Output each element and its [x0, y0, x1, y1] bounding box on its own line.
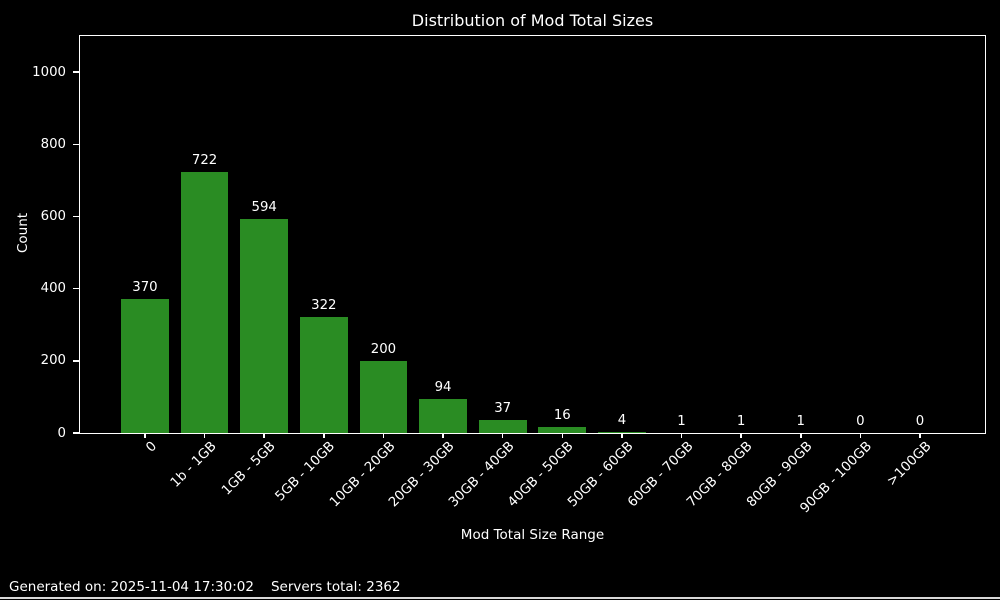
plot-area: 0 200 400 600 800 1000 370 722 594 322 200 94 37 16 4…	[32, 35, 986, 516]
x-tick-label: 1GB - 5GB	[219, 439, 279, 499]
bar	[359, 360, 408, 433]
bar-value-label: 4	[617, 412, 627, 428]
bar	[299, 316, 348, 433]
x-tick-mark	[203, 433, 206, 438]
bar	[598, 431, 646, 433]
y-tick-label: 800	[40, 136, 66, 152]
bars-layer: 370 722 594 322 200 94 37 16 4 1 1 1 0 0	[80, 36, 985, 433]
bar-value-label: 94	[434, 380, 452, 396]
bar-value-label: 370	[132, 280, 158, 296]
bar	[121, 299, 169, 433]
y-tick-label: 200	[40, 353, 66, 369]
bar	[478, 419, 527, 433]
x-tick-mark	[859, 433, 862, 438]
y-axis-ticks: 0 200 400 600 800 1000	[32, 36, 985, 441]
y-tick-mark	[73, 432, 79, 434]
x-tick-mark	[263, 433, 265, 438]
x-tick-mark	[323, 433, 325, 438]
bar	[180, 172, 229, 433]
x-tick-mark	[382, 433, 385, 438]
x-tick-mark	[740, 433, 742, 438]
bar-value-label: 322	[311, 297, 337, 313]
x-tick-mark	[561, 433, 564, 438]
y-tick-label: 400	[40, 281, 66, 297]
bar-value-label: 0	[915, 414, 925, 429]
x-tick-mark	[800, 433, 802, 438]
x-axis-ticks: 0 1b - 1GB 1GB - 5GB 5GB - 10GB 10GB - 20GB 2…	[80, 36, 985, 516]
x-tick-label: 0	[142, 439, 160, 456]
x-tick-mark	[501, 433, 504, 438]
bar	[538, 427, 587, 433]
y-tick-mark	[73, 360, 79, 362]
x-tick-label: 5GB - 10GB	[273, 439, 339, 505]
y-tick-mark	[73, 71, 79, 73]
bar-value-label: 1	[796, 413, 805, 429]
bar	[240, 218, 289, 433]
bar-value-label: 16	[553, 408, 571, 424]
bar	[419, 399, 467, 433]
bar-value-label: 594	[251, 199, 277, 215]
x-tick-mark	[442, 433, 444, 438]
y-tick-mark	[73, 143, 79, 146]
generated-timestamp: Generated on: 2025-11-04 17:30:02	[9, 579, 254, 595]
y-tick-label: 1000	[32, 64, 66, 80]
y-tick-mark	[73, 215, 79, 218]
y-tick-label: 0	[57, 425, 66, 441]
x-tick-label: 1b - 1GB	[167, 439, 220, 491]
bar-value-label: 722	[191, 153, 218, 169]
bar-value-label: 200	[370, 341, 397, 357]
x-tick-mark	[680, 433, 683, 438]
footer: Generated on: 2025-11-04 17:30:02 Servers…	[9, 579, 401, 595]
bar-value-label: 1	[736, 413, 746, 429]
x-tick-mark	[919, 433, 921, 438]
x-tick-label: >100GB	[884, 439, 935, 490]
x-axis-title: Mod Total Size Range	[460, 527, 605, 543]
y-tick-mark	[73, 287, 79, 290]
chart-title: Distribution of Mod Total Sizes	[411, 11, 654, 30]
x-tick-mark	[621, 433, 623, 438]
y-tick-label: 600	[40, 208, 66, 224]
bar-value-label: 0	[856, 414, 865, 429]
bar-value-label: 37	[494, 400, 512, 416]
x-tick-mark	[144, 433, 146, 438]
bottom-divider-line	[0, 597, 1000, 599]
servers-total: Servers total: 2362	[270, 579, 401, 595]
bar-value-label: 1	[677, 413, 686, 429]
